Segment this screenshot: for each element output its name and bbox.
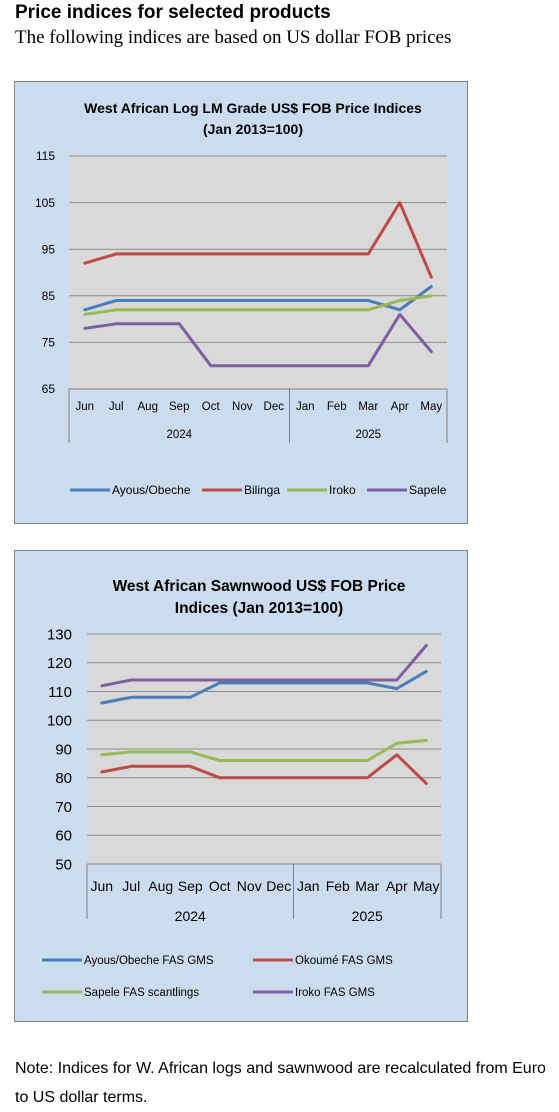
log-chart-title-line: West African Log LM Grade US$ FOB Price …: [84, 100, 422, 116]
sawnwood-chart-legend-label: Ayous/Obeche FAS GMS: [84, 955, 214, 967]
log-chart-title-line: (Jan 2013=100): [203, 121, 303, 137]
log-chart-x-tick-label: Feb: [327, 401, 347, 413]
sawnwood-chart-series-line: [100, 644, 428, 688]
log-chart-x-tick-label: Mar: [358, 401, 378, 413]
sawnwood-chart-legend-label: Iroko FAS GMS: [295, 987, 375, 999]
log-chart-year-label: 2025: [355, 429, 381, 441]
log-chart-series-line: [83, 312, 433, 368]
log-chart-legend-label: Sapele: [409, 483, 447, 497]
sawnwood-chart-y-tick-label: 130: [47, 626, 72, 643]
log-chart-plot-area: [69, 156, 447, 389]
log-chart-x-tick-label: Aug: [138, 401, 158, 413]
sawnwood-chart-title-line: West African Sawnwood US$ FOB Price: [113, 578, 406, 595]
page-heading: Price indices for selected products: [15, 2, 331, 23]
log-chart-legend-label: Ayous/Obeche: [112, 483, 191, 497]
sawnwood-chart-y-tick-label: 70: [55, 799, 72, 816]
sawnwood-chart-x-tick-label: Mar: [355, 878, 379, 894]
footnote: Note: Indices for W. African logs and sa…: [15, 1060, 546, 1106]
sawnwood-chart-series-line: [100, 738, 428, 762]
log-chart-series-line: [83, 294, 433, 316]
sawnwood-chart-title-line: Indices (Jan 2013=100): [175, 600, 343, 617]
log-price-chart: West African Log LM Grade US$ FOB Price …: [14, 81, 468, 524]
sawnwood-chart-y-tick-label: 50: [55, 856, 72, 873]
page-subheading: The following indices are based on US do…: [15, 27, 452, 48]
log-chart-series-line: [83, 201, 433, 279]
sawnwood-chart-y-tick-label: 60: [55, 828, 72, 845]
log-chart-x-tick-label: Sep: [169, 401, 189, 413]
sawnwood-chart-x-tick-label: Oct: [209, 878, 231, 894]
sawnwood-chart-legend-label: Okoumé FAS GMS: [295, 955, 393, 967]
log-chart-x-tick-label: Dec: [264, 401, 285, 413]
log-chart-x-tick-label: Oct: [202, 401, 221, 413]
sawnwood-chart-legend-label: Sapele FAS scantlings: [84, 987, 199, 999]
log-chart-year-label: 2024: [166, 429, 192, 441]
sawnwood-price-chart: West African Sawnwood US$ FOB Price Indic…: [14, 550, 468, 1022]
log-chart-legend-label: Iroko: [329, 483, 356, 497]
sawnwood-chart-y-tick-label: 100: [47, 713, 72, 730]
log-chart-x-tick-label: Jun: [75, 401, 94, 413]
log-chart-x-tick-label: May: [420, 401, 442, 413]
log-chart-series-line: [83, 285, 433, 312]
sawnwood-chart-x-tick-label: Feb: [326, 878, 350, 894]
sawnwood-chart-x-tick-label: Dec: [266, 878, 291, 894]
log-price-chart-svg: West African Log LM Grade US$ FOB Price …: [35, 100, 448, 497]
log-chart-y-tick-label: 85: [42, 289, 56, 303]
sawnwood-chart-y-tick-label: 80: [55, 770, 72, 787]
sawnwood-chart-x-tick-label: Sep: [178, 878, 203, 894]
log-chart-y-tick-label: 75: [42, 336, 56, 350]
sawnwood-chart-x-tick-label: Apr: [386, 878, 408, 894]
sawnwood-chart-year-label: 2024: [175, 908, 206, 924]
log-chart-x-tick-label: Nov: [232, 401, 253, 413]
sawnwood-price-chart-svg: West African Sawnwood US$ FOB Price Indic…: [42, 578, 442, 999]
log-chart-x-tick-label: Apr: [391, 401, 409, 413]
sawnwood-chart-y-tick-label: 110: [48, 684, 72, 701]
log-chart-legend-label: Bilinga: [244, 483, 280, 497]
sawnwood-chart-series-line: [100, 753, 428, 785]
sawnwood-chart-series-line: [100, 669, 428, 705]
sawnwood-chart-year-label: 2025: [352, 908, 383, 924]
sawnwood-chart-x-tick-label: Aug: [148, 878, 173, 894]
log-chart-x-tick-label: Jul: [109, 401, 124, 413]
log-chart-y-tick-label: 115: [36, 149, 55, 163]
sawnwood-chart-y-tick-label: 120: [47, 655, 72, 672]
log-chart-y-tick-label: 65: [42, 382, 56, 396]
log-chart-x-tick-label: Jan: [296, 401, 315, 413]
log-chart-y-tick-label: 95: [42, 242, 56, 256]
sawnwood-chart-x-tick-label: Jan: [297, 878, 320, 894]
log-chart-y-tick-label: 105: [35, 196, 55, 210]
sawnwood-chart-y-tick-label: 90: [55, 741, 72, 758]
sawnwood-chart-x-tick-label: Jul: [122, 878, 140, 894]
sawnwood-chart-x-tick-label: Nov: [237, 878, 262, 894]
sawnwood-chart-x-tick-label: Jun: [90, 878, 113, 894]
sawnwood-chart-x-tick-label: May: [413, 878, 439, 894]
